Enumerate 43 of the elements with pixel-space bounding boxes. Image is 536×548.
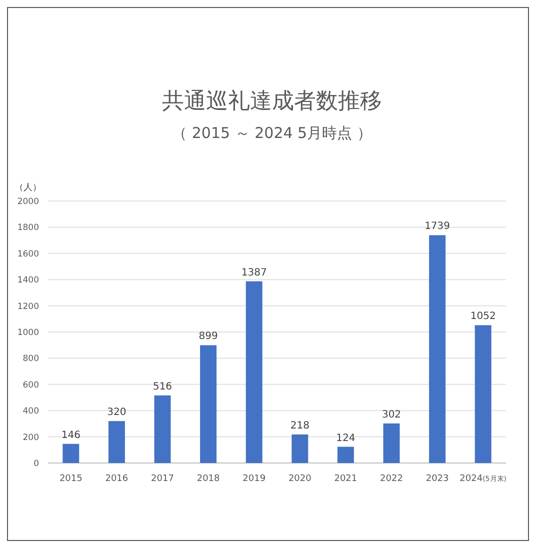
x-tick-label: 2022 [380,474,403,484]
y-axis-title: （人） [14,182,42,193]
data-label: 1739 [424,221,450,232]
chart-title: 共通巡礼達成者数推移 [162,89,382,114]
bar [474,325,492,463]
x-tick-label: 2019 [242,474,266,484]
bar [200,345,217,463]
x-tick-label: 2021 [334,474,358,484]
x-tick-label: 2023 [426,474,449,484]
bar [429,235,446,463]
data-label: 218 [290,420,310,432]
y-tick-label: 600 [22,380,39,390]
y-tick-label: 0 [34,458,39,469]
y-tick-label: 1800 [17,223,39,234]
y-tick-label: 800 [22,354,39,364]
y-tick-label: 1600 [17,249,39,260]
data-label: 899 [198,331,218,342]
y-tick-label: 1400 [17,276,39,286]
data-label: 1387 [241,267,267,278]
bar [383,423,400,463]
data-label: 302 [382,409,402,420]
y-tick-label: 200 [22,432,39,443]
bar [62,444,80,463]
data-label: 320 [107,407,126,418]
data-label: 124 [336,432,356,444]
data-label: 146 [61,430,80,441]
bar [246,281,262,463]
x-tick-label: 2018 [196,474,220,484]
x-tick-label: 2015 [59,474,82,484]
bar [154,395,171,463]
chart-subtitle: （ 2015 ～ 2024 5月時点 ） [172,124,372,142]
x-tick-label: 2020 [288,474,312,484]
bar [108,421,125,463]
data-label: 1052 [470,311,496,322]
x-tick-label: 2017 [151,474,174,484]
y-tick-label: 2000 [17,196,39,207]
bar [292,434,308,463]
x-tick-label: 2016 [105,474,128,484]
y-tick-label: 1200 [17,302,39,312]
y-tick-label: 1000 [17,328,39,338]
data-label: 516 [152,381,172,392]
bar [337,446,354,463]
y-tick-label: 400 [22,406,39,417]
